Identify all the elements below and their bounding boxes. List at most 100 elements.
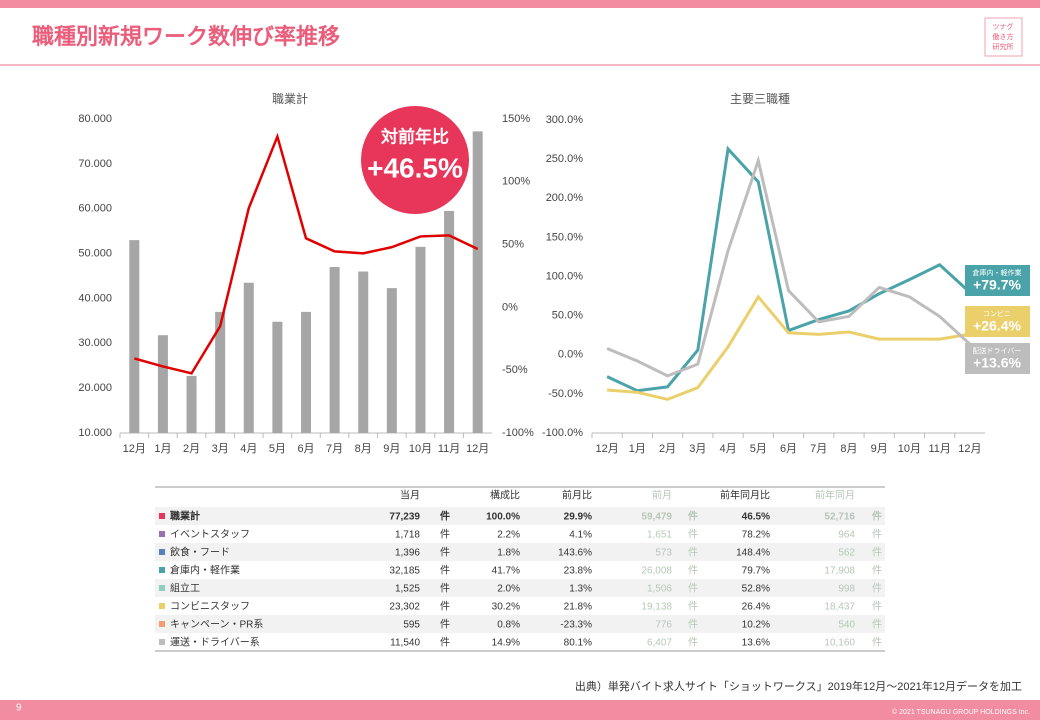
table-cell: 件 xyxy=(688,619,698,631)
end-label-value: +13.6% xyxy=(973,355,1021,371)
table-cell: 32,185 xyxy=(389,566,420,577)
end-label-name: 配送ドライバー xyxy=(973,346,1022,355)
table-cell: 148.4% xyxy=(736,548,770,559)
row-marker xyxy=(159,603,165,609)
x-tick-label: 2月 xyxy=(659,443,676,455)
table-row xyxy=(155,507,885,525)
x-tick-label: 10月 xyxy=(898,443,921,455)
table-cell: 件 xyxy=(688,583,698,595)
bar xyxy=(186,376,197,433)
table-cell: 52.8% xyxy=(742,584,770,595)
x-tick-label: 7月 xyxy=(810,443,827,455)
x-tick-label: 1月 xyxy=(154,443,171,455)
x-tick-label: 7月 xyxy=(326,443,343,455)
table-row xyxy=(155,579,885,597)
table-cell: 件 xyxy=(440,583,450,595)
y-tick-label: 250.0% xyxy=(546,153,584,165)
table-cell: 件 xyxy=(688,565,698,577)
row-marker xyxy=(159,513,165,519)
table-cell: 26,008 xyxy=(641,566,672,577)
line-series xyxy=(133,132,479,375)
x-tick-label: 12月 xyxy=(958,443,981,455)
bar xyxy=(157,335,168,433)
table-cell: 件 xyxy=(872,565,882,577)
table-cell: 件 xyxy=(440,601,450,613)
table-cell: 143.6% xyxy=(558,548,592,559)
table-cell: 21.8% xyxy=(564,602,592,613)
table-cell: 1,718 xyxy=(395,530,420,541)
logo-box xyxy=(984,17,1023,57)
bar xyxy=(358,271,369,433)
table-row xyxy=(155,543,885,561)
x-tick-label: 8月 xyxy=(840,443,857,455)
table-cell: 1,506 xyxy=(647,584,672,595)
table-cell: 562 xyxy=(838,548,855,559)
table-cell: キャンペーン・PR系 xyxy=(170,619,263,631)
table-cell: 964 xyxy=(838,530,855,541)
table-cell: 14.9% xyxy=(492,638,520,649)
table-header: 当月 xyxy=(400,489,420,502)
table-cell: 10.2% xyxy=(742,620,770,631)
end-label-box xyxy=(965,265,1030,296)
table-cell: 件 xyxy=(440,529,450,541)
table-cell: 倉庫内・軽作業 xyxy=(170,564,240,577)
x-tick-label: 12月 xyxy=(123,443,146,455)
table-cell: 件 xyxy=(688,529,698,541)
table-cell: 540 xyxy=(838,620,855,631)
table-cell: 組立工 xyxy=(170,582,200,595)
table-cell: 29.9% xyxy=(564,512,592,523)
row-marker xyxy=(159,639,165,645)
line-series xyxy=(606,145,971,393)
table-cell: 17,908 xyxy=(824,566,855,577)
badge-label: 対前年比 xyxy=(380,126,449,146)
table-cell: 573 xyxy=(655,548,672,559)
bar xyxy=(129,240,140,433)
end-label-name: 倉庫内・軽作業 xyxy=(973,268,1022,277)
x-tick-label: 4月 xyxy=(240,443,257,455)
table-cell: 79.7% xyxy=(742,566,770,577)
table-cell: 件 xyxy=(440,510,450,523)
line-series xyxy=(606,155,971,378)
y-tick-label: -50.0% xyxy=(548,388,583,400)
table-cell: 595 xyxy=(403,620,420,631)
bar xyxy=(272,321,283,433)
table-cell: コンビニスタッフ xyxy=(170,601,250,613)
y-tick-label: 70.000 xyxy=(78,158,112,170)
table-cell: 件 xyxy=(872,547,882,559)
row-marker xyxy=(159,549,165,555)
y2-tick-label: -50% xyxy=(502,364,528,376)
bar xyxy=(215,311,226,433)
table-cell: 10,160 xyxy=(824,638,855,649)
table-cell: -23.3% xyxy=(560,620,592,631)
y-tick-label: 40.000 xyxy=(78,292,112,304)
table-cell: 26.4% xyxy=(742,602,770,613)
x-tick-label: 5月 xyxy=(750,443,767,455)
table-cell: 件 xyxy=(872,619,882,631)
x-tick-label: 9月 xyxy=(871,443,888,455)
y-tick-label: 50.0% xyxy=(552,310,583,322)
end-label-box xyxy=(965,343,1030,374)
chart-title: 主要三職種 xyxy=(730,92,790,106)
table-cell: 飲食・フード xyxy=(170,546,230,559)
y-tick-label: 100.0% xyxy=(546,270,584,282)
y-tick-label: 300.0% xyxy=(546,114,584,126)
table-cell: 件 xyxy=(440,565,450,577)
table-cell: 件 xyxy=(440,547,450,559)
table-cell: 件 xyxy=(688,510,698,523)
table-cell: 2.2% xyxy=(497,530,520,541)
bar xyxy=(415,246,426,433)
x-tick-label: 2月 xyxy=(183,443,200,455)
table-cell: 998 xyxy=(838,584,855,595)
end-label-name: コンビニ xyxy=(983,309,1011,318)
table-cell: 59,479 xyxy=(641,512,672,523)
table-row xyxy=(155,561,885,579)
table-row xyxy=(155,525,885,543)
table-cell: 1,525 xyxy=(395,584,420,595)
y-tick-label: -100.0% xyxy=(542,427,583,439)
table-row xyxy=(155,615,885,633)
end-label-value: +26.4% xyxy=(973,318,1021,334)
x-tick-label: 11月 xyxy=(928,443,950,455)
table-cell: 運送・ドライバー系 xyxy=(170,636,260,649)
table-cell: 件 xyxy=(872,583,882,595)
y-tick-label: 20.000 xyxy=(78,382,112,394)
